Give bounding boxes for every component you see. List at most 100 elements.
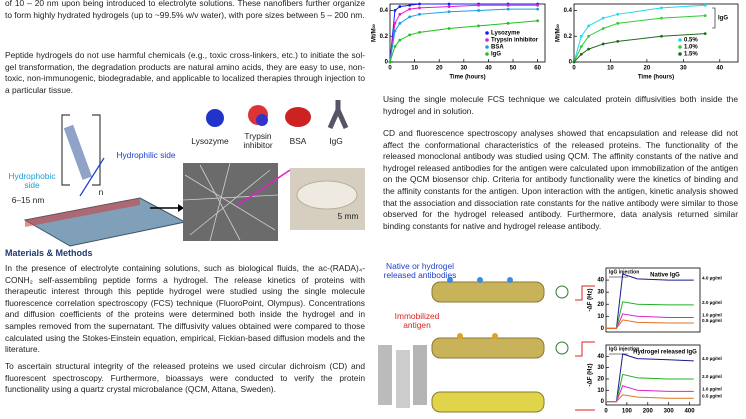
y-tick-label: 30: [597, 365, 604, 371]
y-tick-label: 0: [569, 60, 573, 66]
lysozyme-model: [206, 109, 224, 127]
x-axis-label: Time (hours): [638, 75, 674, 81]
label: Trypsin inhibitor: [243, 131, 273, 150]
data-point: [587, 24, 590, 28]
bracket: [61, 114, 101, 186]
legend-marker: [678, 45, 682, 49]
data-point: [408, 3, 412, 7]
qcm-sensor: [431, 281, 545, 303]
data-point: [477, 3, 480, 7]
sem-fibers: [182, 162, 279, 242]
y-tick-label: 0.2: [380, 34, 389, 40]
data-point: [418, 6, 421, 10]
x-tick-label: 40: [716, 66, 723, 72]
x-tick-label: 200: [643, 409, 654, 415]
series-label: 2.0 µg/ml: [702, 300, 722, 305]
bsa-model: [285, 107, 311, 127]
data-point: [418, 2, 421, 6]
label: 5 mm: [337, 211, 359, 221]
y-tick-label: 30: [597, 290, 604, 296]
x-tick-label: 0: [572, 66, 576, 72]
data-line: [606, 394, 694, 403]
x-tick-label: 40: [485, 66, 492, 72]
data-point: [660, 6, 663, 10]
x-tick-label: 100: [622, 409, 633, 415]
y-axis-label: -ΔF (Hz): [588, 364, 594, 387]
legend-marker: [678, 52, 682, 56]
annotation-bracket: [712, 7, 716, 29]
series-label: 1.0 µg/ml: [702, 313, 722, 318]
x-axis-label: Time (hours): [449, 75, 485, 81]
data-point: [616, 39, 620, 43]
y-tick-label: 0.4: [380, 8, 389, 14]
arrow: [237, 169, 291, 206]
label: n: [98, 187, 104, 197]
y-tick-label: 20: [597, 377, 604, 383]
igg-model: [327, 100, 349, 130]
y-tick-label: 10: [597, 388, 604, 394]
data-point: [601, 27, 605, 30]
legend-label: IgG: [491, 52, 501, 58]
data-point: [408, 15, 412, 19]
data-point: [703, 14, 707, 17]
x-tick-label: 50: [510, 66, 517, 72]
data-point: [447, 27, 451, 30]
legend-label: BSA: [491, 45, 504, 51]
data-point: [536, 19, 540, 23]
label: Hydrophobic side: [8, 171, 56, 190]
x-tick-label: 10: [607, 66, 614, 72]
label: Immobilized antigen: [394, 311, 440, 330]
data-point: [572, 60, 576, 64]
legend-label: Trypsin inhibitor: [491, 38, 539, 44]
data-point: [398, 21, 402, 25]
legend-label: 1.5%: [684, 52, 698, 58]
data-point: [703, 32, 707, 36]
response-icon: [575, 285, 595, 301]
y-tick-label: 0: [601, 399, 605, 405]
y-axis-label: Mt/M∞: [556, 24, 562, 42]
legend-marker: [485, 52, 489, 56]
series-label: 0.5 µg/ml: [702, 393, 722, 398]
data-point: [447, 10, 451, 14]
y-tick-label: 40: [597, 278, 604, 284]
plot-frame: [605, 267, 701, 333]
label: Lysozyme: [191, 136, 229, 146]
peptide-sheet-edge: [25, 198, 140, 227]
data-point: [477, 9, 480, 12]
arrow: [79, 157, 105, 197]
label: Hydrophilic side: [116, 150, 176, 160]
legend-marker: [485, 45, 489, 49]
qcm-sensor: [431, 391, 545, 413]
series-label: 2.0 µg/ml: [702, 374, 722, 379]
y-tick-label: 0.2: [564, 34, 573, 40]
label: 6–15 nm: [11, 195, 45, 205]
qcm-sensor: [431, 337, 545, 359]
chart-title: Native IgG: [650, 273, 680, 279]
data-point: [536, 3, 540, 7]
legend-marker: [485, 31, 489, 35]
data-point: [616, 12, 620, 16]
text: CD and fluorescence spectroscopy analyse…: [383, 128, 738, 231]
vial: [413, 345, 427, 405]
data-point: [506, 3, 510, 7]
y-axis-label: -ΔF (Hz): [588, 289, 594, 312]
x-tick-label: 10: [411, 66, 418, 72]
data-point: [660, 16, 663, 20]
text: To ascertain structural integrity of the…: [5, 361, 365, 395]
heading: Materials & Methods: [5, 248, 93, 258]
x-tick-label: 300: [664, 409, 675, 415]
data-point: [616, 21, 620, 25]
x-tick-label: 60: [534, 66, 541, 72]
data-point: [398, 5, 402, 8]
data-point: [703, 3, 707, 7]
data-point: [388, 60, 392, 64]
arrow-head: [178, 204, 184, 212]
check-icon: [555, 285, 569, 299]
y-tick-label: 0: [385, 60, 389, 66]
data-point: [579, 52, 583, 56]
response-icon: [575, 341, 595, 357]
series-label: 4.0 µg/ml: [702, 356, 722, 361]
data-point: [587, 34, 590, 38]
